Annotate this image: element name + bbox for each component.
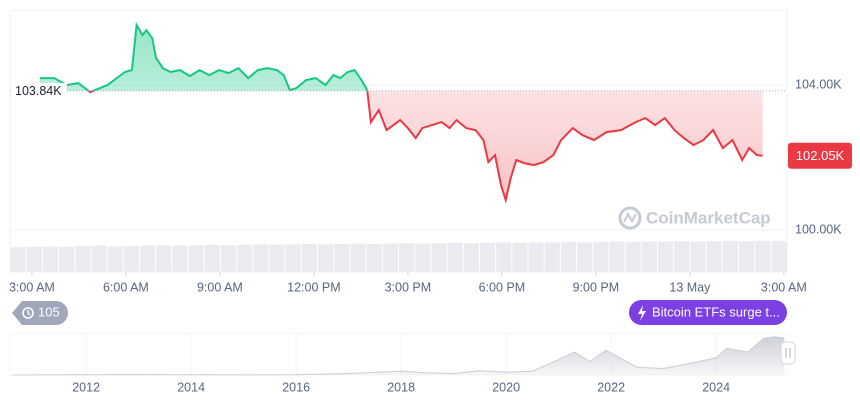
x-tick-label: 3:00 AM <box>761 280 807 294</box>
volume-bar <box>593 242 609 272</box>
volume-bar <box>771 240 787 272</box>
volume-bar <box>107 246 123 272</box>
volume-bar <box>447 242 463 272</box>
x-tick-label: 9:00 PM <box>573 280 620 294</box>
volume-bar <box>42 246 59 272</box>
navigator-tick-label: 2012 <box>72 380 100 394</box>
volume-bar <box>188 245 204 272</box>
x-tick-label: 3:00 AM <box>9 280 55 294</box>
volume-bar <box>722 240 738 272</box>
volume-bar <box>674 241 690 272</box>
volume-bar <box>706 241 722 272</box>
volume-bar <box>237 244 253 272</box>
current-price-label: 102.05K <box>796 148 845 163</box>
plot-frame <box>9 9 788 273</box>
volume-bar <box>479 242 496 272</box>
volume-bar <box>91 245 107 272</box>
volume-bar <box>641 241 657 272</box>
navigator-handle[interactable] <box>780 341 796 365</box>
volume-bar <box>658 241 674 272</box>
watermark: CoinMarketCap <box>618 206 771 230</box>
volume-bar <box>285 244 301 272</box>
x-tick-label: 13 May <box>669 280 711 294</box>
x-tick-label: 9:00 AM <box>197 280 243 294</box>
volume-bar <box>10 247 26 272</box>
volume-bar <box>738 241 755 272</box>
navigator-tick-label: 2018 <box>387 380 415 394</box>
volume-bar <box>528 242 544 272</box>
volume-bar <box>75 246 91 272</box>
volume-bar <box>512 242 528 272</box>
navigator-tick-label: 2020 <box>492 380 520 394</box>
volume-bar <box>577 242 593 272</box>
volume-bar <box>123 246 139 272</box>
area-down <box>88 90 763 201</box>
volume-bar <box>59 246 75 272</box>
navigator-tick-label: 2024 <box>702 380 730 394</box>
volume-bar <box>26 246 42 272</box>
baseline-label-bg <box>11 82 67 99</box>
volume-bar <box>366 244 382 272</box>
x-tick-label: 6:00 PM <box>479 280 526 294</box>
volume-bar <box>204 244 220 272</box>
event-label: Bitcoin ETFs surge t... <box>652 304 780 319</box>
volume-bar <box>690 241 706 272</box>
history-count: 105 <box>38 304 60 319</box>
navigator-tick-label: 2016 <box>282 380 310 394</box>
navigator-tick-label: 2014 <box>177 380 205 394</box>
volume-bar <box>318 244 334 272</box>
volume-bar <box>463 243 479 272</box>
volume-bar <box>156 245 172 272</box>
volume-bar <box>334 244 350 272</box>
volume-bar <box>496 242 512 272</box>
volume-bar <box>172 245 188 272</box>
baseline-label: 103.84K <box>15 84 62 98</box>
volume-bar <box>269 244 285 272</box>
volume-bar <box>415 243 431 272</box>
x-tick-label: 12:00 PM <box>287 280 341 294</box>
navigator-line <box>12 336 785 376</box>
history-badge[interactable]: 105 <box>12 301 68 325</box>
event-badge[interactable]: Bitcoin ETFs surge t... <box>629 300 787 325</box>
volume-bar <box>382 243 398 272</box>
price-line-up <box>39 21 369 91</box>
navigator-area <box>12 336 785 375</box>
watermark-text: CoinMarketCap <box>646 208 771 227</box>
volume-bar <box>755 240 771 272</box>
volume-bar <box>350 243 366 272</box>
volume-bar <box>220 245 237 272</box>
volume-bar <box>431 243 447 272</box>
volume-bar <box>253 244 269 272</box>
volume-bar <box>301 244 318 272</box>
x-tick-label: 3:00 PM <box>385 280 432 294</box>
volume-bar <box>140 245 156 272</box>
y-tick-label: 104.00K <box>795 77 842 91</box>
y-tick-label: 100.00K <box>795 222 842 236</box>
volume-bar <box>625 242 641 272</box>
x-tick-label: 6:00 AM <box>103 280 149 294</box>
price-line-down <box>86 90 763 204</box>
volume-bar <box>560 242 577 272</box>
volume-bar <box>544 242 560 272</box>
volume-bar <box>399 243 415 272</box>
area-up <box>39 25 763 91</box>
navigator-tick-label: 2022 <box>597 380 625 394</box>
current-price-badge <box>788 142 852 169</box>
volume-bar <box>609 241 625 272</box>
